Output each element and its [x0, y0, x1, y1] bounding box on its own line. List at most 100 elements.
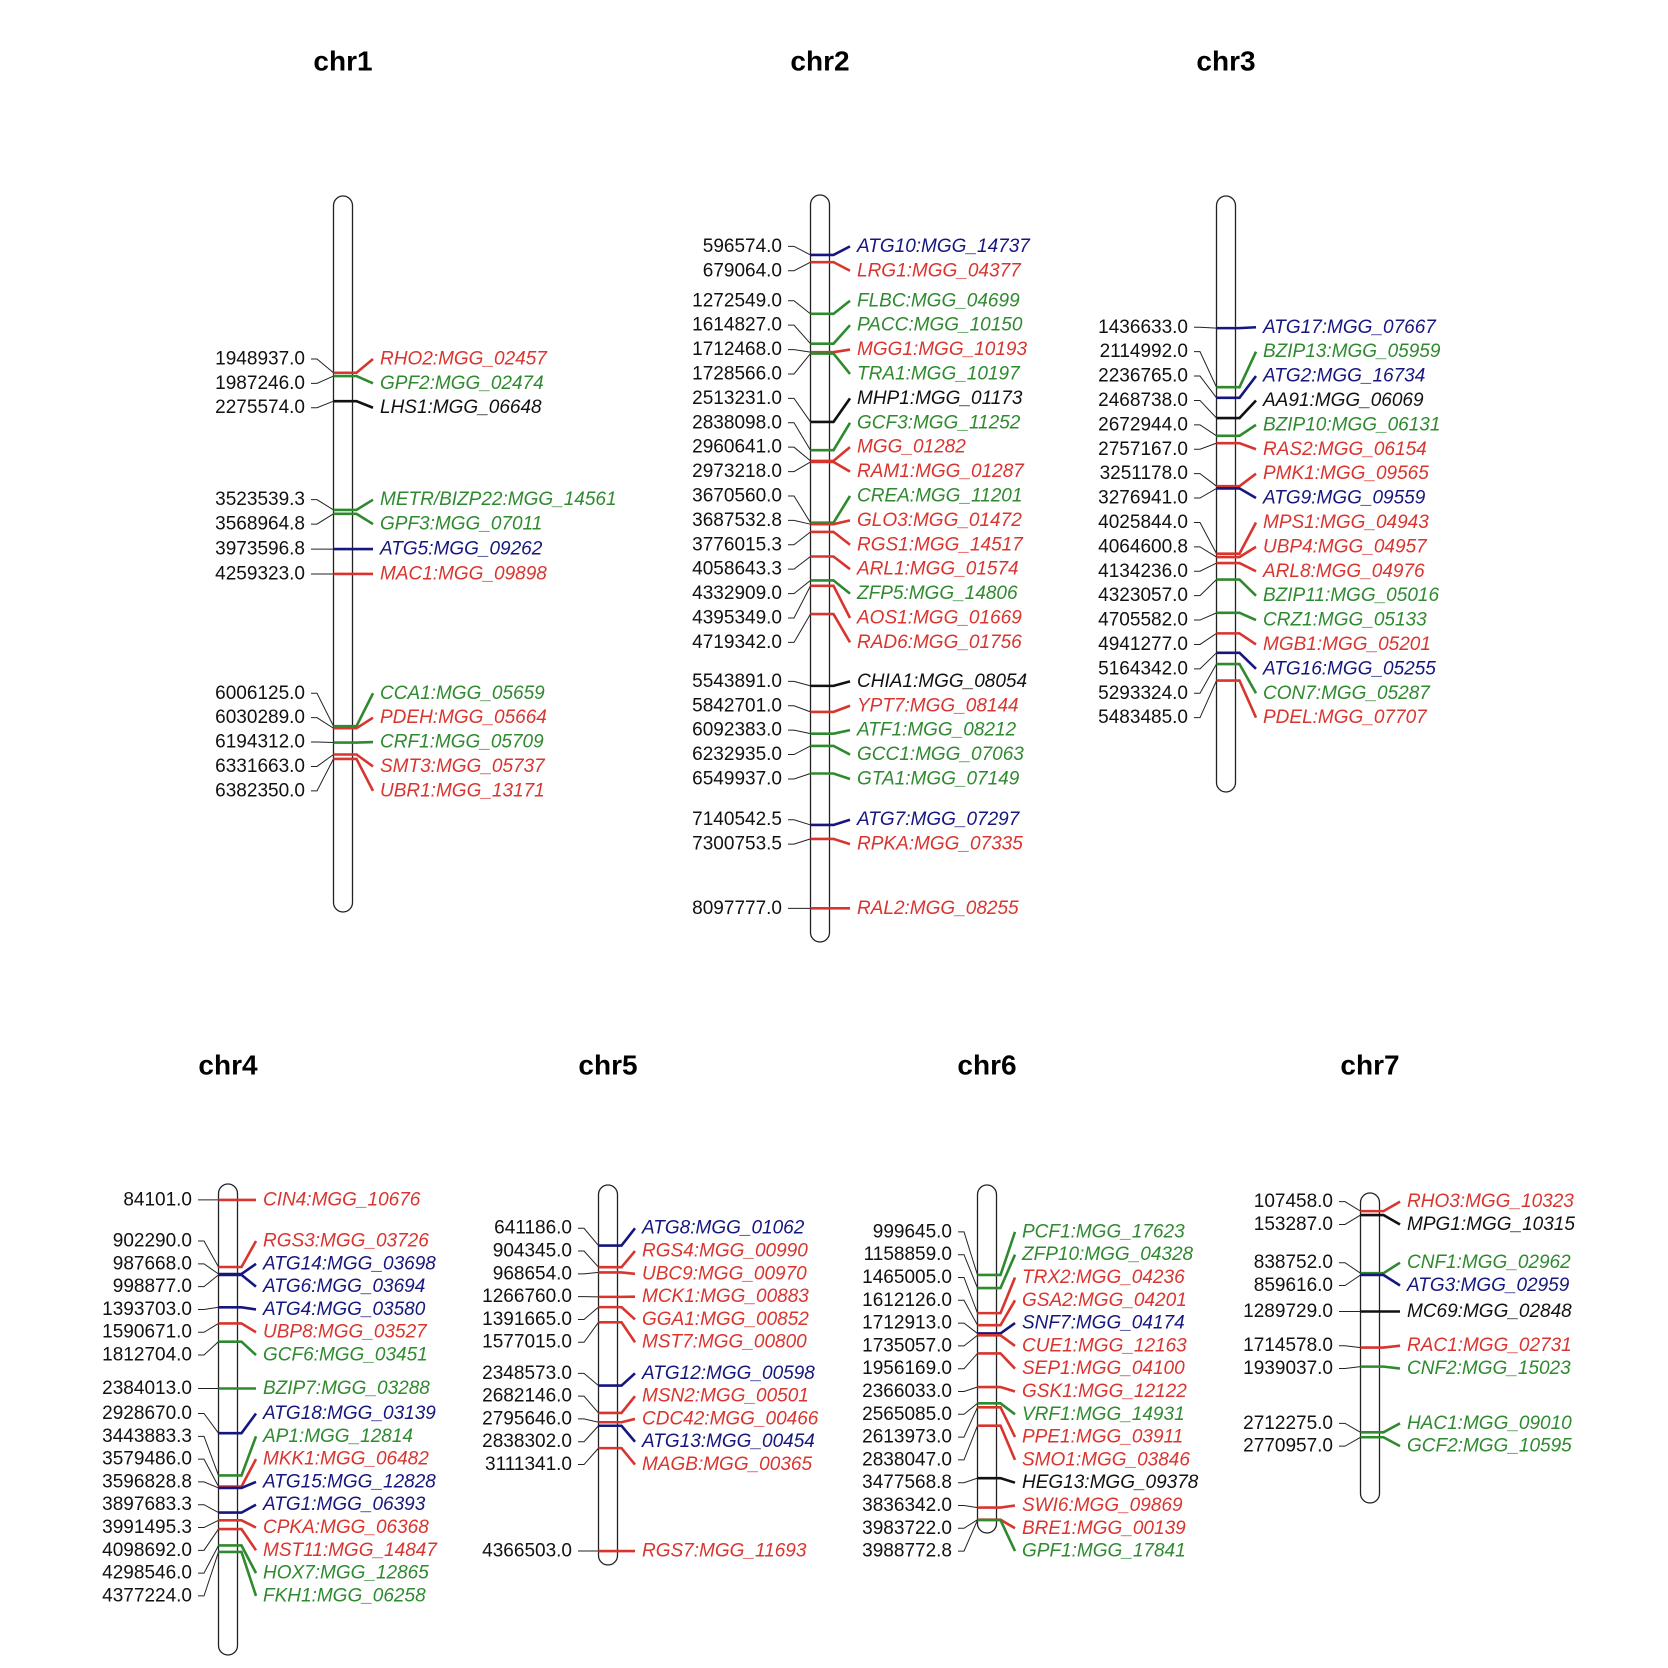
position-connector-line [1339, 1366, 1361, 1369]
gene-label: GPF2:MGG_02474 [380, 373, 544, 394]
gene-connector-line [237, 1435, 258, 1477]
position-connector-line [1194, 652, 1217, 670]
position-label: 4705582.0 [1098, 610, 1188, 631]
gene-marker-group: 6092383.0 ATF1:MGG_08212 [692, 720, 1016, 741]
position-connector-line [958, 1402, 978, 1415]
gene-label: BZIP11:MGG_05016 [1263, 585, 1439, 606]
gene-connector-line [829, 460, 851, 473]
gene-marker-group: 4366503.0 RGS7:MGG_11693 [482, 1541, 807, 1562]
gene-connector-line [237, 1322, 257, 1334]
gene-connector-line [237, 1273, 257, 1288]
gene-marker-group: 2236765.0 ATG2:MGG_16734 [1098, 366, 1425, 400]
position-connector-line [1194, 546, 1217, 558]
gene-marker-group: 1272549.0 FLBC:MGG_04699 [692, 290, 1020, 316]
gene-marker-group: 1158859.0 ZFP10:MGG_04328 [864, 1244, 1194, 1290]
position-connector-line [198, 1323, 219, 1333]
gene-label: MPS1:MGG_04943 [1263, 512, 1429, 533]
position-label: 1393703.0 [102, 1299, 192, 1320]
gene-marker-group: 987668.0 ATG14:MGG_03698 [113, 1253, 436, 1276]
gene-connector-line [996, 1254, 1017, 1290]
gene-marker-group: 3776015.3 RGS1:MGG_14517 [692, 530, 1024, 555]
gene-marker-group: 1812704.0 GCF6:MGG_03451 [102, 1340, 428, 1366]
gene-label: BZIP10:MGG_06131 [1263, 414, 1440, 435]
gene-marker-group: 6382350.0 UBR1:MGG_13171 [215, 757, 545, 801]
position-connector-line [1339, 1214, 1361, 1225]
gene-label: ATG13:MGG_00454 [641, 1431, 815, 1452]
gene-label: PDEL:MGG_07707 [1263, 707, 1428, 728]
gene-marker-group: 1987246.0 GPF2:MGG_02474 [215, 373, 544, 394]
gene-label: CDC42:MGG_00466 [642, 1408, 819, 1429]
gene-connector-line [1235, 662, 1258, 694]
gene-marker-group: 4332909.0 ZFP5:MGG_14806 [692, 579, 1018, 604]
gene-marker-group: 902290.0 RGS3:MGG_03726 [113, 1231, 429, 1269]
position-connector-line [1339, 1345, 1361, 1349]
gene-label: ATG1:MGG_06393 [262, 1494, 426, 1515]
gene-marker-group: 2682146.0 MSN2:MGG_00501 [482, 1386, 809, 1415]
position-label: 5164342.0 [1098, 658, 1188, 679]
position-label: 3776015.3 [692, 534, 782, 555]
gene-connector-line [237, 1340, 257, 1356]
gene-connector-line [829, 818, 851, 827]
position-label: 2366033.0 [862, 1381, 952, 1402]
gene-connector-line [237, 1412, 258, 1435]
chromosome-chr7: chr7 107458.0 RHO3:MGG_10323 153287.0 MPG1:M… [1243, 1050, 1575, 1504]
gene-connector-line [996, 1385, 1016, 1393]
gene-marker-group: 2928670.0 ATG18:MGG_03139 [102, 1403, 436, 1435]
gene-connector-line [352, 374, 374, 385]
gene-label: ATG15:MGG_12828 [262, 1471, 436, 1492]
gene-connector-line [617, 1250, 636, 1269]
gene-label: BRE1:MGG_00139 [1022, 1518, 1186, 1539]
position-connector-line [311, 375, 334, 384]
position-label: 838752.0 [1254, 1252, 1333, 1273]
position-connector-line [958, 1322, 978, 1334]
gene-connector-line [996, 1504, 1016, 1509]
gene-marker-group: 1939037.0 CNF2:MGG_15023 [1243, 1358, 1571, 1379]
position-label: 4332909.0 [692, 583, 782, 604]
position-connector-line [788, 556, 811, 570]
gene-marker-group: 1735057.0 CUE1:MGG_12163 [862, 1333, 1187, 1356]
position-connector-line [788, 580, 811, 595]
gene-marker-group: 4941277.0 MGB1:MGG_05201 [1098, 632, 1431, 655]
position-connector-line [311, 692, 334, 727]
gene-label: GCF3:MGG_11252 [857, 412, 1021, 433]
gene-connector-line [1235, 578, 1257, 597]
position-connector-line [578, 1418, 599, 1423]
gene-label: GLO3:MGG_01472 [857, 510, 1022, 531]
position-label: 1266760.0 [482, 1286, 572, 1307]
gene-connector-line [829, 397, 852, 424]
gene-label: UBC9:MGG_00970 [642, 1263, 807, 1284]
gene-label: FLBC:MGG_04699 [857, 290, 1020, 311]
gene-marker-group: 2973218.0 RAM1:MGG_01287 [692, 460, 1025, 482]
gene-marker-group: 1712913.0 SNF7:MGG_04174 [862, 1313, 1185, 1335]
position-label: 1612126.0 [862, 1290, 952, 1311]
position-connector-line [198, 1413, 219, 1434]
gene-connector-line [829, 519, 851, 526]
gene-label: RGS7:MGG_11693 [642, 1541, 807, 1562]
gene-label: GSK1:MGG_12122 [1022, 1381, 1187, 1402]
gene-connector-line [352, 753, 374, 768]
gene-marker-group: 3477568.8 HEG13:MGG_09378 [862, 1472, 1199, 1493]
chromosome-bar [1215, 195, 1237, 793]
position-connector-line [958, 1477, 978, 1484]
gene-connector-line [996, 1277, 1017, 1315]
gene-connector-line [617, 1321, 637, 1343]
gene-label: ATG12:MGG_00598 [641, 1363, 815, 1384]
position-connector-line [788, 495, 811, 523]
gene-label: MPG1:MGG_10315 [1407, 1214, 1575, 1235]
chromosome-title: chr5 [578, 1050, 637, 1081]
position-connector-line [788, 613, 811, 643]
position-connector-line [198, 1435, 219, 1476]
gene-label: RHO2:MGG_02457 [380, 348, 548, 369]
chromosome-bar [597, 1184, 619, 1566]
gene-label: UBP8:MGG_03527 [263, 1322, 428, 1343]
position-connector-line [788, 585, 811, 619]
gene-label: MHP1:MGG_01173 [857, 388, 1023, 409]
position-connector-line [958, 1386, 978, 1392]
gene-connector-line [996, 1518, 1017, 1552]
gene-marker-group: 84101.0 CIN4:MGG_10676 [123, 1189, 420, 1210]
gene-marker-group: 2795646.0 CDC42:MGG_00466 [482, 1408, 819, 1429]
position-label: 2838098.0 [692, 412, 782, 433]
position-label: 4298546.0 [102, 1563, 192, 1584]
position-connector-line [311, 499, 334, 511]
gene-connector-line [352, 716, 374, 730]
